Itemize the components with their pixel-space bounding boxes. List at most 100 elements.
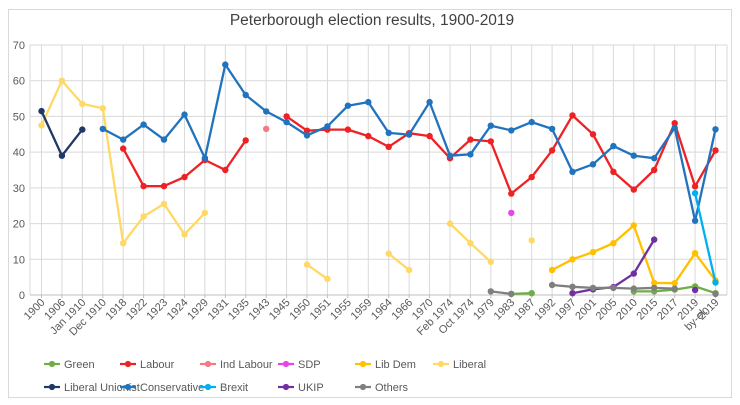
legend-label: Liberal (453, 359, 486, 371)
data-point (671, 124, 678, 132)
data-point (283, 118, 290, 126)
data-point (58, 152, 66, 159)
data-point (508, 190, 515, 197)
series-line (387, 252, 411, 272)
legend-marker-dot (359, 360, 367, 368)
data-point (487, 258, 494, 265)
legend-marker-dot (204, 383, 212, 391)
legend-marker-dot (437, 360, 445, 368)
legend-marker-dot (282, 360, 290, 368)
x-axis-tick-label: 1923 (144, 297, 170, 323)
data-point (242, 137, 249, 144)
legend-item-others: Others (355, 382, 409, 394)
legend-label: Conservative (140, 382, 204, 394)
data-point (651, 284, 658, 292)
data-point (283, 113, 290, 120)
data-point (365, 132, 372, 140)
y-axis-tick-label: 10 (13, 254, 25, 266)
data-point (589, 284, 597, 292)
x-axis-tick-label: 1983 (492, 297, 518, 323)
legend-marker-dot (282, 383, 290, 391)
legend-item-liberal: Liberal (433, 359, 486, 371)
data-point (181, 173, 188, 181)
data-point (610, 142, 617, 150)
data-point (181, 111, 188, 118)
data-point (712, 279, 719, 286)
data-point (630, 222, 637, 229)
data-point (365, 98, 372, 106)
legend-label: Brexit (220, 382, 248, 394)
legend-marker-dot (359, 383, 367, 391)
legend-label: Others (375, 382, 409, 394)
data-point (99, 105, 107, 112)
data-point (467, 136, 474, 143)
x-axis-tick-label: 2019 (696, 297, 722, 323)
legend-item-green: Green (44, 359, 95, 371)
data-point (487, 288, 494, 295)
data-point (120, 136, 127, 143)
series-ind-labour (263, 125, 270, 133)
data-point (508, 290, 515, 298)
x-axis-tick-label: 2001 (573, 297, 599, 323)
data-point (181, 231, 188, 238)
legend-item-ukip: UKIP (278, 382, 324, 394)
series-line (489, 290, 513, 296)
x-axis-tick-label: 1950 (287, 297, 313, 323)
data-point (528, 173, 535, 181)
x-axis-tick-label: 1945 (267, 297, 293, 323)
data-point (630, 285, 637, 292)
data-point (303, 261, 311, 268)
data-point (548, 281, 556, 289)
data-point (589, 248, 597, 256)
data-point (691, 250, 699, 257)
x-axis-tick-label: 1992 (532, 297, 558, 323)
plot-series (38, 61, 719, 298)
data-point (344, 102, 352, 109)
data-point (630, 152, 637, 159)
data-point (79, 126, 86, 133)
series-liberal-unionist (38, 107, 86, 159)
data-point (222, 166, 229, 174)
x-axis-tick-label: 2015 (635, 297, 661, 323)
series-line (693, 192, 717, 284)
y-axis-tick-label: 40 (13, 147, 25, 159)
data-point (303, 127, 311, 134)
data-point (589, 161, 597, 168)
y-axis-tick-label: 50 (13, 111, 25, 123)
data-point (528, 118, 535, 126)
data-point (303, 132, 311, 139)
x-axis-tick-label: 1959 (349, 297, 375, 323)
data-point (691, 217, 699, 224)
series-line (510, 292, 533, 296)
data-point (712, 290, 719, 298)
data-point (120, 145, 127, 152)
data-point (222, 61, 229, 68)
data-point (569, 112, 576, 119)
legend-item-labour: Labour (120, 359, 175, 371)
data-point (467, 240, 474, 247)
data-point (99, 125, 107, 133)
legend-item-conservative: Conservative (120, 382, 204, 394)
legend-item-liberal-unionist: Liberal Unionist (44, 382, 140, 394)
x-axis-tick-label: 1964 (369, 297, 395, 323)
data-point (160, 182, 168, 190)
data-point (160, 136, 168, 143)
data-point (691, 286, 699, 294)
x-axis-tick-label: 1935 (226, 297, 252, 323)
data-point (201, 209, 209, 217)
data-point (467, 151, 474, 158)
legend-marker-dot (124, 360, 132, 368)
x-axis-tick-label: 1918 (104, 297, 130, 323)
data-point (548, 125, 556, 133)
series-others (487, 281, 719, 298)
data-point (610, 168, 617, 175)
data-point (487, 138, 494, 145)
data-point (610, 240, 617, 247)
data-point (691, 183, 699, 190)
data-point (160, 200, 168, 208)
y-axis-tick-label: 0 (19, 290, 25, 302)
data-point (630, 186, 637, 193)
x-axis-tick-label: 1997 (553, 297, 579, 323)
x-axis-tick-label: 1943 (246, 297, 272, 323)
series-sdp (508, 209, 515, 217)
